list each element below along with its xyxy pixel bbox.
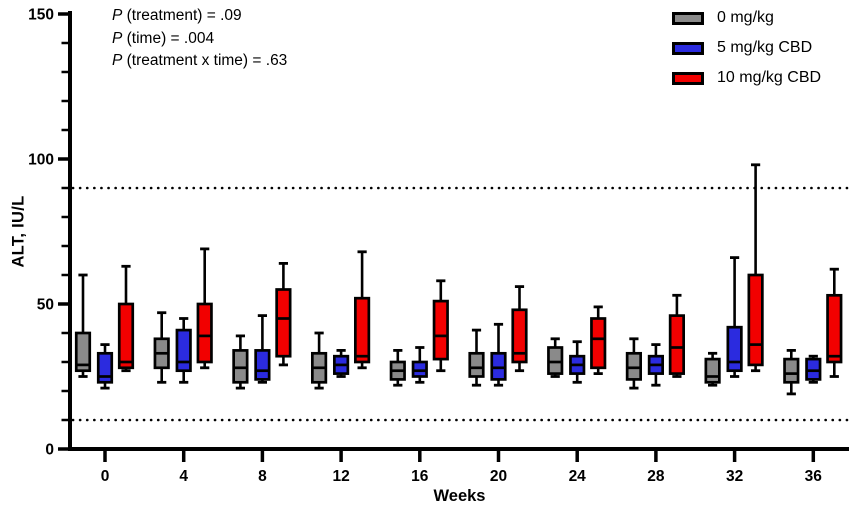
box-rect — [747, 273, 764, 367]
box-0-mg-kg-week-28 — [625, 337, 643, 390]
box-10-mg-kg-cbd-week-28 — [668, 293, 686, 378]
box-10-mg-kg-cbd-week-4 — [196, 247, 213, 370]
y-tick-label-50: 50 — [37, 297, 54, 314]
box-5-mg-kg-cbd-week-0 — [96, 343, 114, 390]
p-value-line: P (treatment) = .09 — [112, 7, 242, 24]
box-rect — [625, 351, 643, 381]
legend-label: 10 mg/kg CBD — [717, 69, 822, 86]
box-10-mg-kg-cbd-week-12 — [354, 250, 371, 370]
box-0-mg-kg-week-4 — [153, 311, 170, 384]
box-0-mg-kg-week-8 — [232, 334, 249, 390]
box-rect — [805, 357, 822, 381]
box-10-mg-kg-cbd-week-20 — [511, 285, 528, 373]
box-rect — [704, 357, 721, 384]
p-value-annotations: P (treatment) = .09 P (time) = .004 P (t… — [112, 5, 287, 73]
y-tick-label-0: 0 — [45, 442, 54, 459]
box-10-mg-kg-cbd-week-36 — [826, 267, 843, 378]
box-5-mg-kg-cbd-week-16 — [411, 346, 428, 384]
box-5-mg-kg-cbd-week-24 — [569, 340, 586, 384]
box-rect — [354, 296, 371, 364]
p-value-line: P (time) = .004 — [112, 29, 215, 47]
legend-item-0mgkg: 0 mg/kg — [672, 3, 821, 33]
box-5-mg-kg-cbd-week-20 — [490, 322, 507, 387]
x-tick-label-week-12: 12 — [332, 468, 349, 485]
box-10-mg-kg-cbd-week-16 — [432, 279, 449, 373]
box-rect — [74, 331, 92, 373]
box-5-mg-kg-cbd-week-4 — [175, 317, 192, 384]
x-tick-label-week-36: 36 — [805, 468, 823, 485]
x-tick-label-week-28: 28 — [647, 468, 665, 485]
x-tick-label-week-0: 0 — [101, 468, 110, 485]
box-0-mg-kg-week-36 — [783, 348, 800, 396]
box-5-mg-kg-cbd-week-12 — [333, 348, 350, 378]
box-0-mg-kg-week-0 — [74, 273, 92, 378]
box-0-mg-kg-week-16 — [389, 348, 406, 387]
box-rect — [275, 288, 292, 358]
box-5-mg-kg-cbd-week-8 — [254, 314, 271, 384]
legend-swatch-blue — [672, 41, 704, 55]
legend-item-10mgkg-cbd: 10 mg/kg CBD — [672, 63, 821, 93]
box-rect — [468, 351, 485, 378]
box-rect — [547, 346, 564, 375]
box-rect — [411, 360, 428, 378]
box-rect — [232, 349, 249, 384]
x-tick-label-week-16: 16 — [411, 468, 429, 485]
p-value-line: P (treatment x time) = .63 — [112, 52, 288, 69]
box-10-mg-kg-cbd-week-8 — [275, 261, 292, 367]
box-rect — [668, 314, 686, 375]
box-rect — [826, 293, 843, 364]
box-rect — [726, 325, 743, 373]
legend-label: 5 mg/kg CBD — [717, 39, 813, 56]
box-0-mg-kg-week-24 — [547, 337, 564, 378]
box-rect — [196, 302, 213, 364]
box-10-mg-kg-cbd-week-24 — [590, 305, 607, 376]
legend: 0 mg/kg 5 mg/kg CBD 10 mg/kg CBD — [672, 3, 821, 93]
box-5-mg-kg-cbd-week-32 — [726, 256, 743, 378]
x-tick-label-week-32: 32 — [726, 468, 743, 485]
box-10-mg-kg-cbd-week-32 — [747, 163, 764, 373]
x-tick-label-week-24: 24 — [569, 468, 587, 485]
box-5-mg-kg-cbd-week-28 — [647, 343, 665, 387]
box-rect — [254, 349, 271, 381]
x-tick-label-week-4: 4 — [179, 468, 188, 485]
y-axis-title: ALT, IU/L — [9, 195, 28, 268]
box-10-mg-kg-cbd-week-0 — [117, 264, 135, 373]
box-rect — [96, 351, 114, 384]
box-rect — [117, 302, 135, 370]
box-0-mg-kg-week-32 — [704, 351, 721, 387]
x-tick-label-week-8: 8 — [258, 468, 267, 485]
legend-swatch-red — [672, 71, 704, 85]
legend-item-5mgkg-cbd: 5 mg/kg CBD — [672, 33, 821, 63]
y-tick-label-100: 100 — [28, 152, 54, 169]
legend-label: 0 mg/kg — [717, 9, 774, 26]
box-5-mg-kg-cbd-week-36 — [805, 354, 822, 384]
box-rect — [511, 308, 528, 364]
box-rect — [175, 328, 192, 373]
box-rect — [490, 351, 507, 381]
box-0-mg-kg-week-12 — [311, 331, 328, 390]
y-tick-label-150: 150 — [28, 7, 54, 24]
box-0-mg-kg-week-20 — [468, 328, 485, 387]
x-axis-title: Weeks — [433, 487, 486, 505]
x-tick-label-week-20: 20 — [490, 468, 507, 485]
box-rect — [432, 299, 449, 361]
box-rect — [783, 357, 800, 384]
legend-swatch-gray — [672, 11, 704, 25]
box-rect — [590, 317, 607, 370]
